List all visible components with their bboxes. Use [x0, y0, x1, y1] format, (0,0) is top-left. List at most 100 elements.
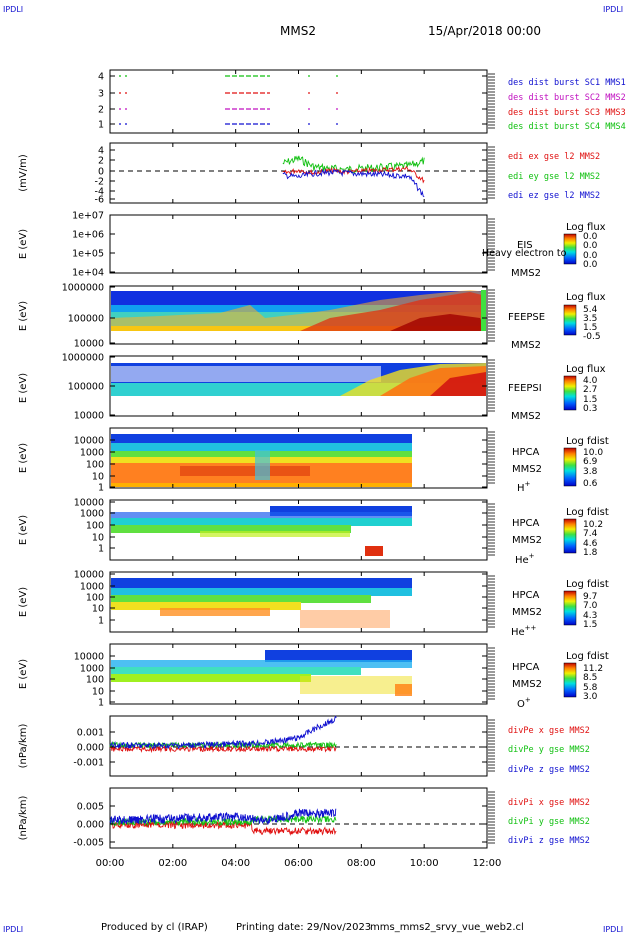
- footer: Produced by cl (IRAP) Printing date: 29/…: [101, 922, 524, 933]
- burst-legend-entry: des dist burst SC1 MMS1: [508, 78, 626, 88]
- edi-ytick-label: -4: [95, 187, 104, 198]
- feepse-ylabel: E (eV): [18, 301, 29, 331]
- time-tick-label: 10:00: [410, 858, 439, 869]
- divpe-legend-entry: divPe x gse MMS2: [508, 726, 590, 736]
- hpca-h-cbar-title: Log fdist: [566, 436, 609, 447]
- edi-ytick-label: 0: [98, 167, 104, 178]
- hpca_o-ytick-label: 100: [86, 675, 104, 686]
- hpca-o-colorbar: [563, 662, 577, 698]
- eis-ytick-label: 1e+07: [72, 211, 104, 222]
- hpca_o-ytick-label: 10: [92, 687, 104, 698]
- feepsi-colorbar: [563, 375, 577, 411]
- feepse-ytick-label: 10000: [74, 339, 104, 350]
- hpca_h-ytick-label: 10: [92, 472, 104, 483]
- hpca_o-ylabel: E (eV): [18, 659, 29, 689]
- hpca-o-spectrogram: [111, 650, 412, 696]
- hpca_hepp-cbar-tick: 1.5: [583, 620, 597, 630]
- hpca_hepp-ytick-label: 1: [98, 616, 104, 627]
- footer-produced: Produced by cl (IRAP): [101, 922, 208, 933]
- feepsi-ytick-label: 100000: [68, 382, 104, 393]
- hpca_h-ytick-label: 100: [86, 460, 104, 471]
- feepse-cbar-tick: 1.5: [583, 323, 597, 333]
- series-line-divPe-z-gse-MMS2: [109, 715, 337, 750]
- edi-legend-entry: edi ex gse l2 MMS2: [508, 152, 600, 162]
- series-line-divPi-y: [109, 813, 337, 827]
- hpca_o-cbar-tick: 11.2: [583, 664, 603, 674]
- hpca_h-ytick-label: 1000: [80, 448, 104, 459]
- eis-cbar-tick: 0.0: [583, 251, 598, 261]
- feepse-spectrogram: [111, 287, 486, 343]
- edi-legend-entry: edi ey gse l2 MMS2: [508, 172, 600, 182]
- feepse-cbar-tick: 3.5: [583, 314, 597, 324]
- hpca_hepp-cbar-tick: 9.7: [583, 592, 597, 602]
- series-layer: [109, 155, 425, 836]
- series-line-edi-ez-gse-l2-MMS2: [282, 168, 425, 198]
- hpca-he-spectrogram: [111, 506, 412, 556]
- hpca_hepp-ytick-label: 100: [86, 593, 104, 604]
- time-tick-label: 04:00: [221, 858, 250, 869]
- hpca-h-colorbar: [563, 447, 577, 487]
- edi-ytick-label: -2: [95, 177, 104, 188]
- hpca-h-sub: MMS2: [512, 464, 542, 475]
- burst-legend-entry: des dist burst SC2 MMS2: [508, 93, 626, 103]
- corner-label-top-left: IPDLI: [3, 5, 23, 14]
- eis-sub: MMS2: [511, 268, 541, 279]
- hpca_h-ytick-label: 1: [98, 483, 104, 494]
- hpca-hepp-sub: MMS2: [512, 607, 542, 618]
- hpca_o-cbar-tick: 8.5: [583, 673, 597, 683]
- corner-label-top-right: IPDLI: [603, 5, 623, 14]
- feepse-ytick-label: 1000000: [62, 283, 104, 294]
- divpe-ytick-label: 0.001: [77, 728, 104, 739]
- hpca_h-ytick-label: 10000: [74, 436, 104, 447]
- divpi-ytick-label: 0.005: [77, 802, 104, 813]
- hpca_o-cbar-tick: 5.8: [583, 683, 598, 693]
- divpi-ytick-label: 0.000: [77, 820, 104, 831]
- hpca-h-spectrogram: [111, 434, 412, 487]
- series-line-edi-ey-gse-l2-MMS2: [282, 155, 425, 175]
- hpca-hepp-species: He++: [511, 624, 537, 638]
- eis-ytick-label: 1e+06: [72, 230, 104, 241]
- feepse-sub: MMS2: [511, 340, 541, 351]
- burst-legend-entry: des dist burst SC4 MMS4: [508, 122, 626, 132]
- corner-label-bottom-left: IPDLI: [3, 925, 23, 934]
- hpca_he-cbar-tick: 10.2: [583, 520, 603, 530]
- hpca_o-ytick-label: 1000: [80, 664, 104, 675]
- feepsi-cbar-tick: 2.7: [583, 385, 597, 395]
- hpca_h-cbar-tick: 6.9: [583, 457, 598, 467]
- hpca-o-sub: MMS2: [512, 679, 542, 690]
- feepse-cbar-tick: 5.4: [583, 305, 598, 315]
- divpi-ytick-label: -0.005: [73, 838, 104, 849]
- footer-printing: Printing date: 29/Nov/2023: [236, 922, 371, 933]
- burst-ytick-label: 3: [98, 89, 104, 100]
- eis-name: EIS: [517, 240, 533, 251]
- hpca_he-ytick-label: 100: [86, 521, 104, 532]
- corner-label-bottom-right: IPDLI: [603, 925, 623, 934]
- hpca-hepp-name: HPCA: [512, 590, 540, 601]
- divpi-ylabel: (nPa/km): [18, 796, 29, 841]
- hpca_h-cbar-tick: 10.0: [583, 448, 603, 458]
- edi-ytick-label: 2: [98, 156, 104, 167]
- eis-cbar-title: Log flux: [566, 222, 606, 233]
- feepsi-ytick-label: 1000000: [62, 353, 104, 364]
- hpca_hepp-ytick-label: 10000: [74, 570, 104, 581]
- hpca-o-cbar-title: Log fdist: [566, 651, 609, 662]
- hpca-o-species: O+: [517, 696, 531, 710]
- feepsi-cbar-title: Log flux: [566, 364, 606, 375]
- burst-ytick-label: 1: [98, 120, 104, 131]
- feepsi-spectrogram: [111, 363, 486, 396]
- hpca_he-cbar-tick: 7.4: [583, 529, 598, 539]
- divpi-legend-entry: divPi z gse MMS2: [508, 836, 590, 846]
- feepse-name: FEEPSE: [508, 312, 545, 323]
- divpe-ytick-label: 0.000: [77, 743, 104, 754]
- time-tick-label: 00:00: [96, 858, 125, 869]
- divpe-legend-entry: divPe z gse MMS2: [508, 765, 590, 775]
- burst-legend-entry: des dist burst SC3 MMS3: [508, 108, 626, 118]
- edi-ylabel: (mV/m): [18, 154, 29, 192]
- colorbars: [563, 233, 577, 698]
- time-tick-label: 12:00: [473, 858, 502, 869]
- hpca_o-ytick-label: 1: [98, 698, 104, 709]
- hpca-he-sub: MMS2: [512, 535, 542, 546]
- feepsi-ylabel: E (eV): [18, 373, 29, 403]
- time-tick-label: 06:00: [284, 858, 313, 869]
- hpca_hepp-cbar-tick: 4.3: [583, 611, 597, 621]
